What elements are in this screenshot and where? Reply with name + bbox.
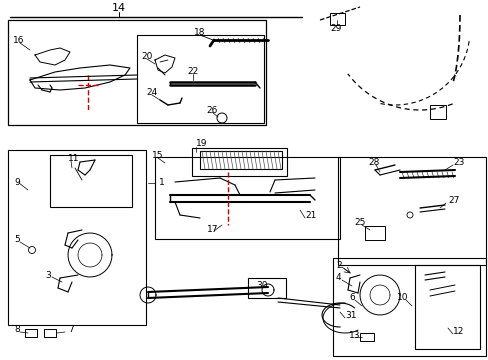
Text: 6: 6	[348, 293, 354, 302]
Bar	[25, 329, 37, 337]
Text: 7: 7	[68, 325, 74, 334]
Text: 26: 26	[206, 105, 217, 114]
Bar	[137, 35, 264, 123]
Text: 11: 11	[68, 153, 80, 162]
Text: 28: 28	[367, 158, 379, 166]
Text: 9: 9	[14, 177, 20, 186]
Text: 25: 25	[353, 217, 365, 226]
Text: 24: 24	[146, 87, 157, 96]
Bar	[332, 258, 485, 356]
Text: 30: 30	[256, 280, 267, 289]
Bar	[8, 20, 265, 125]
Text: 22: 22	[187, 67, 198, 76]
Text: 17: 17	[206, 225, 218, 234]
Text: 21: 21	[305, 211, 316, 220]
Text: 27: 27	[447, 195, 458, 204]
Bar	[329, 13, 345, 25]
Text: 14: 14	[112, 3, 126, 13]
Bar	[50, 155, 132, 207]
Bar	[247, 278, 285, 298]
Text: 3: 3	[45, 270, 51, 279]
Text: 16: 16	[13, 36, 24, 45]
Text: 29: 29	[329, 23, 341, 32]
Text: 5: 5	[14, 235, 20, 244]
Text: 13: 13	[348, 330, 360, 339]
Text: 1: 1	[159, 177, 164, 186]
Text: 10: 10	[396, 293, 407, 302]
Bar	[44, 329, 56, 337]
Text: 20: 20	[141, 51, 152, 60]
Bar	[429, 105, 445, 119]
Text: 8: 8	[14, 325, 20, 334]
Bar	[8, 150, 146, 325]
Text: 31: 31	[345, 310, 356, 320]
Bar	[364, 226, 384, 240]
Text: 2: 2	[335, 261, 341, 270]
Text: 18: 18	[194, 27, 205, 36]
Text: 15: 15	[152, 150, 163, 159]
Bar	[155, 157, 339, 239]
Bar	[192, 148, 286, 176]
Text: 12: 12	[452, 328, 464, 337]
Bar	[414, 265, 479, 349]
Text: 19: 19	[196, 139, 207, 148]
Bar	[359, 333, 373, 341]
Text: 4: 4	[335, 274, 341, 283]
Bar	[200, 151, 282, 169]
Bar	[337, 157, 485, 265]
Text: 23: 23	[452, 158, 464, 166]
